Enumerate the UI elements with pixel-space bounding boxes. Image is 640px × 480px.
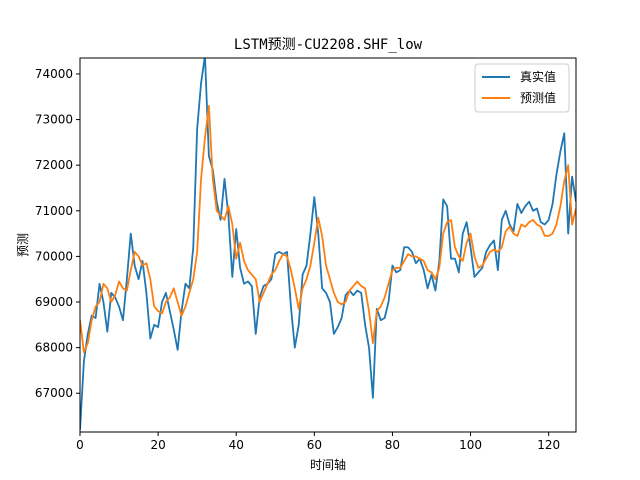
chart-title: LSTM预测-CU2208.SHF_low xyxy=(234,37,423,53)
y-tick-label-68000: 68000 xyxy=(35,341,73,355)
x-tick-label-20: 20 xyxy=(150,438,165,452)
axis-ticks: 0 20 40 60 80 100 120 67000 68000 69000 70000 71000… xyxy=(35,67,560,452)
y-tick-label-69000: 69000 xyxy=(35,295,73,309)
x-tick-label-60: 60 xyxy=(307,438,322,452)
y-tick-label-70000: 70000 xyxy=(35,249,73,263)
y-tick-label-74000: 74000 xyxy=(35,67,73,81)
y-tick-label-72000: 72000 xyxy=(35,158,73,172)
legend-label-真实值: 真实值 xyxy=(520,69,556,84)
y-axis-title: 预测 xyxy=(16,233,30,257)
y-tick-label-71000: 71000 xyxy=(35,204,73,218)
series-group xyxy=(80,58,576,430)
legend-label-预测值: 预测值 xyxy=(520,90,556,105)
x-tick-label-100: 100 xyxy=(459,438,482,452)
x-tick-label-0: 0 xyxy=(76,438,84,452)
series-line-预测值 xyxy=(80,104,576,354)
legend: 真实值 预测值 xyxy=(474,63,570,113)
y-tick-label-73000: 73000 xyxy=(35,113,73,127)
x-tick-label-80: 80 xyxy=(385,438,400,452)
plot-area: 0 20 40 60 80 100 120 67000 68000 69000 70000 71000… xyxy=(35,57,577,452)
plot-frame xyxy=(79,57,577,433)
y-tick-label-67000: 67000 xyxy=(35,386,73,400)
series-line-真实值 xyxy=(80,58,576,430)
x-tick-label-40: 40 xyxy=(229,438,244,452)
x-tick-label-120: 120 xyxy=(537,438,560,452)
plot-background xyxy=(80,58,576,432)
x-axis-title: 时间轴 xyxy=(310,457,346,472)
